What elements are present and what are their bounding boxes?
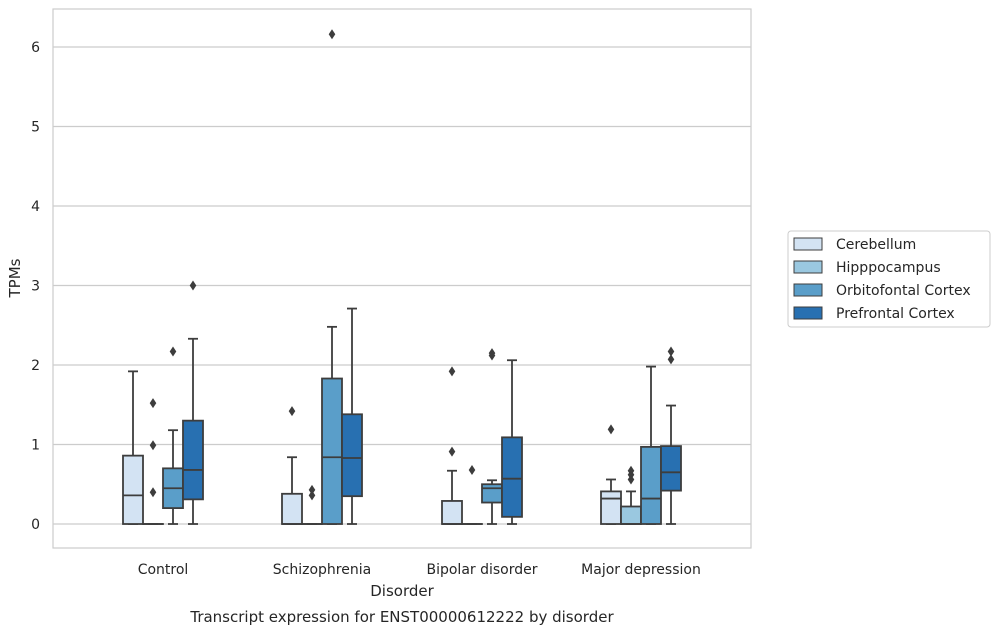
box-iqr (341, 413, 363, 498)
legend-item-orbitofontal-cortex: Orbitofontal Cortex (793, 283, 971, 299)
outlier-point (308, 484, 316, 495)
x-axis-title: Disorder (370, 582, 434, 600)
box-hipppocampus-schizophrenia (301, 484, 323, 525)
box-iqr (660, 445, 682, 492)
legend-label: Orbitofontal Cortex (836, 283, 971, 299)
x-tick-label-schizophrenia: Schizophrenia (273, 562, 371, 578)
legend-label: Prefrontal Cortex (836, 306, 955, 322)
outlier-point (627, 465, 635, 476)
box-prefrontal-cortex-schizophrenia (341, 307, 363, 525)
outlier-point (149, 487, 157, 498)
box-iqr (501, 436, 523, 518)
outlier-point (607, 424, 615, 435)
legend-swatch (793, 260, 823, 274)
box-prefrontal-cortex-bipolar-disorder (501, 359, 523, 525)
outlier-point (468, 464, 476, 475)
box-iqr (281, 492, 303, 525)
y-tick-label-3: 3 (31, 279, 40, 295)
box-plots (122, 29, 682, 525)
plot-area-frame (52, 8, 752, 549)
box-iqr (481, 483, 503, 504)
outlier-point (448, 366, 456, 377)
box-iqr (620, 505, 642, 525)
legend-swatch (793, 237, 823, 251)
box-hipppocampus-bipolar-disorder (461, 464, 483, 525)
x-tick-label-bipolar-disorder: Bipolar disorder (426, 562, 537, 578)
legend-label: Cerebellum (836, 237, 916, 253)
box-prefrontal-cortex-major-depression (660, 346, 682, 525)
outlier-point (149, 440, 157, 451)
box-cerebellum-bipolar-disorder (441, 366, 463, 525)
outlier-point (488, 348, 496, 359)
box-cerebellum-schizophrenia (281, 406, 303, 525)
box-hipppocampus-control (142, 398, 164, 525)
box-orbitofontal-cortex-schizophrenia (321, 29, 343, 525)
box-orbitofontal-cortex-bipolar-disorder (481, 348, 503, 525)
y-axis-ticks: 0 1 2 3 4 5 6 (31, 40, 40, 533)
y-tick-label-6: 6 (31, 40, 40, 56)
box-iqr (600, 490, 622, 525)
legend-item-prefrontal-cortex: Prefrontal Cortex (793, 306, 955, 322)
box-prefrontal-cortex-control (182, 280, 204, 525)
legend: Cerebellum Hipppocampus Orbitofontal Corte… (787, 230, 991, 328)
grid-lines (53, 46, 751, 525)
y-tick-label-4: 4 (31, 199, 40, 215)
outlier-point (328, 29, 336, 40)
outlier-point (667, 346, 675, 357)
outlier-point (149, 398, 157, 409)
outlier-point (169, 346, 177, 357)
box-iqr (182, 419, 204, 501)
y-axis-title: TPMs (6, 258, 24, 298)
box-iqr (640, 445, 662, 525)
box-cerebellum-control (122, 370, 144, 525)
legend-item-hipppocampus: Hipppocampus (793, 260, 941, 276)
legend-frame (787, 230, 991, 328)
y-tick-label-1: 1 (31, 438, 40, 454)
outlier-point (667, 354, 675, 365)
y-tick-label-5: 5 (31, 120, 40, 136)
outlier-point (448, 446, 456, 457)
box-orbitofontal-cortex-control (162, 346, 184, 525)
legend-label: Hipppocampus (836, 260, 941, 276)
outlier-point (308, 490, 316, 501)
y-tick-label-2: 2 (31, 358, 40, 374)
outlier-point (288, 406, 296, 417)
legend-item-cerebellum: Cerebellum (793, 237, 916, 253)
box-iqr (321, 377, 343, 525)
x-tick-label-control: Control (138, 562, 189, 578)
box-orbitofontal-cortex-major-depression (640, 365, 662, 525)
box-iqr (441, 500, 463, 525)
x-axis-ticks: Control Schizophrenia Bipolar disorder Majo… (138, 562, 701, 578)
x-tick-label-major-depression: Major depression (581, 562, 701, 578)
box-hipppocampus-major-depression (620, 465, 642, 525)
box-iqr (122, 454, 144, 525)
box-cerebellum-major-depression (600, 424, 622, 525)
legend-swatch (793, 283, 823, 297)
y-tick-label-0: 0 (31, 517, 40, 533)
chart-title: Transcript expression for ENST0000061222… (189, 608, 614, 626)
legend-swatch (793, 306, 823, 320)
outlier-point (189, 280, 197, 291)
